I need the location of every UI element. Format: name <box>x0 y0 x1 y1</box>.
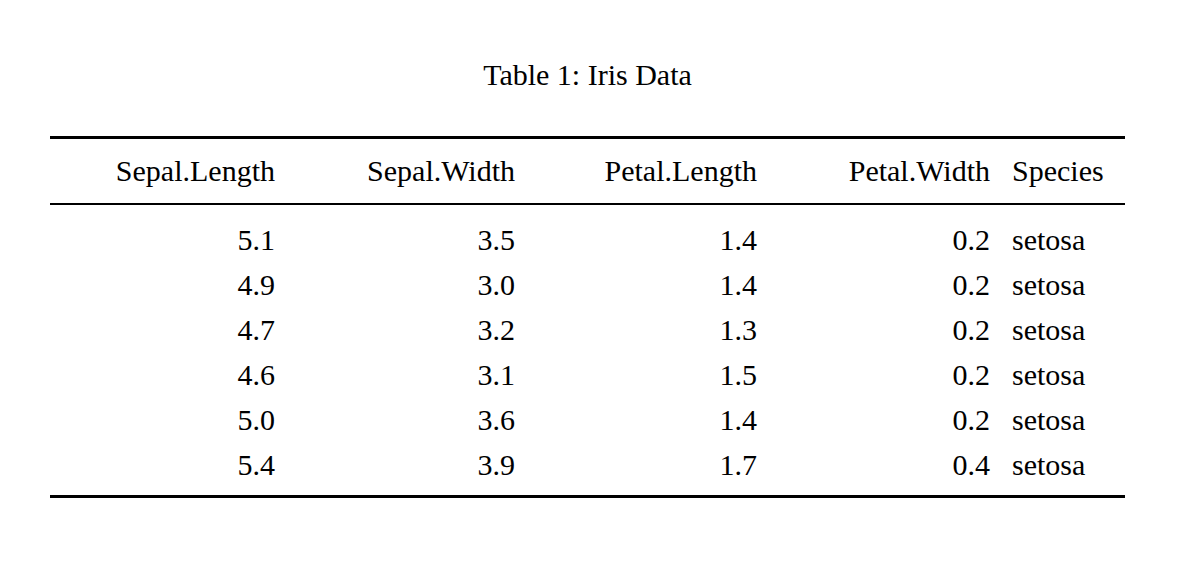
table-cell: 3.1 <box>275 352 515 397</box>
table-cell: 0.2 <box>757 397 990 442</box>
table-cell: 0.2 <box>757 262 990 307</box>
table-cell: 3.6 <box>275 397 515 442</box>
column-header: Species <box>990 138 1125 205</box>
table-cell: 5.4 <box>50 442 275 497</box>
table-cell: 4.9 <box>50 262 275 307</box>
table-cell: setosa <box>990 442 1125 497</box>
table-cell: 0.4 <box>757 442 990 497</box>
table-row: 4.93.01.40.2setosa <box>50 262 1125 307</box>
table-cell: setosa <box>990 262 1125 307</box>
table-cell: 1.5 <box>515 352 757 397</box>
table-header: Sepal.LengthSepal.WidthPetal.LengthPetal… <box>50 138 1125 205</box>
table-cell: 1.7 <box>515 442 757 497</box>
table-row: 5.03.61.40.2setosa <box>50 397 1125 442</box>
table-cell: 1.3 <box>515 307 757 352</box>
table-cell: 5.0 <box>50 397 275 442</box>
table-row: 4.73.21.30.2setosa <box>50 307 1125 352</box>
column-header: Petal.Width <box>757 138 990 205</box>
table-row: 5.13.51.40.2setosa <box>50 204 1125 262</box>
table-cell: 1.4 <box>515 204 757 262</box>
table-cell: 1.4 <box>515 262 757 307</box>
table-cell: setosa <box>990 307 1125 352</box>
table-cell: setosa <box>990 352 1125 397</box>
column-header: Petal.Length <box>515 138 757 205</box>
table-cell: 3.0 <box>275 262 515 307</box>
table-cell: 3.5 <box>275 204 515 262</box>
table-cell: 0.2 <box>757 352 990 397</box>
table-cell: 0.2 <box>757 204 990 262</box>
table-cell: 5.1 <box>50 204 275 262</box>
table-cell: setosa <box>990 204 1125 262</box>
iris-data-table: Sepal.LengthSepal.WidthPetal.LengthPetal… <box>50 136 1125 498</box>
table-body: 5.13.51.40.2setosa4.93.01.40.2setosa4.73… <box>50 204 1125 497</box>
table-cell: setosa <box>990 397 1125 442</box>
table-row: 4.63.11.50.2setosa <box>50 352 1125 397</box>
table-cell: 4.6 <box>50 352 275 397</box>
table-caption: Table 1: Iris Data <box>50 58 1125 92</box>
column-header: Sepal.Width <box>275 138 515 205</box>
table-cell: 0.2 <box>757 307 990 352</box>
table-cell: 3.9 <box>275 442 515 497</box>
table-cell: 3.2 <box>275 307 515 352</box>
header-row: Sepal.LengthSepal.WidthPetal.LengthPetal… <box>50 138 1125 205</box>
table-cell: 1.4 <box>515 397 757 442</box>
table-row: 5.43.91.70.4setosa <box>50 442 1125 497</box>
column-header: Sepal.Length <box>50 138 275 205</box>
table-cell: 4.7 <box>50 307 275 352</box>
